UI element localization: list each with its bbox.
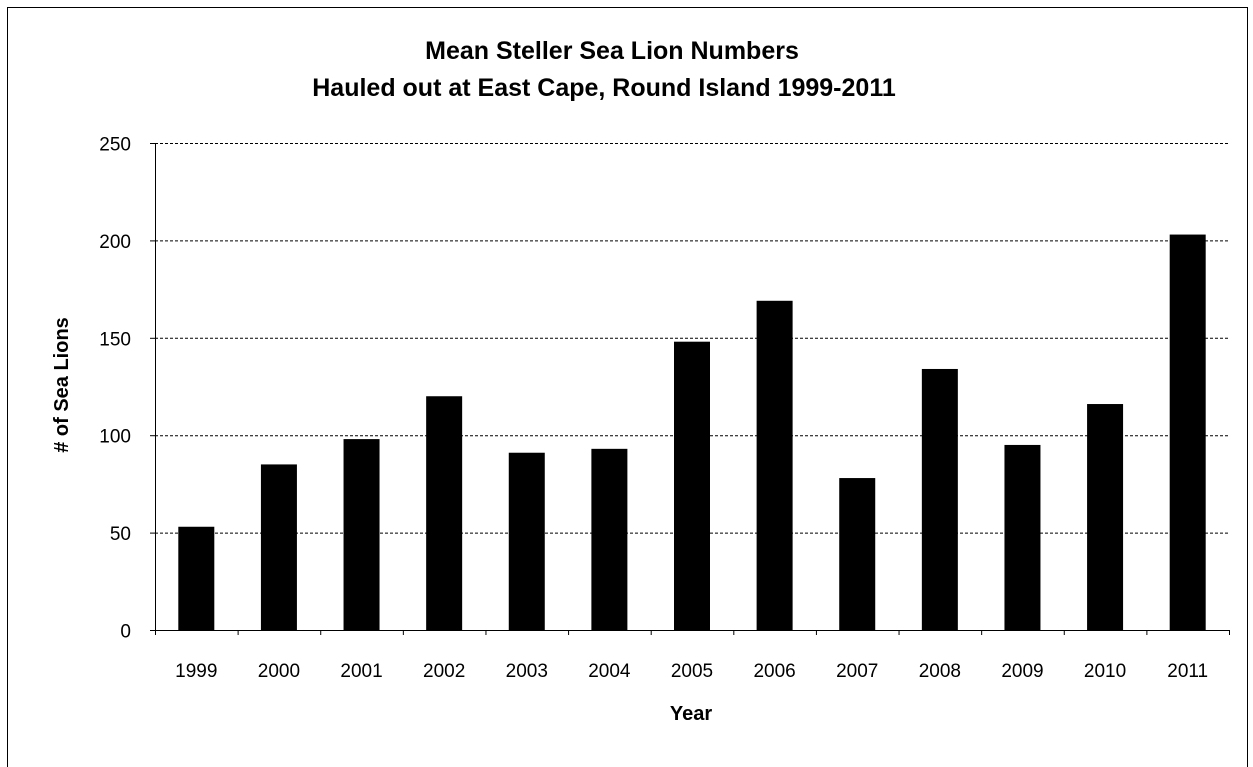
bar-2004 [591,448,628,630]
x-tick-label: 2001 [340,661,382,682]
x-tick-label: 2006 [753,661,795,682]
bar-2000 [260,464,297,630]
x-tick-label: 2002 [423,661,465,682]
y-tick-label: 50 [110,524,131,545]
chart-subtitle: Hauled out at East Cape, Round Island 19… [312,74,896,102]
bar-2001 [343,439,380,630]
y-axis-title: # of Sea Lions [51,317,73,453]
bar-2002 [426,396,463,630]
bar-2009 [1004,444,1041,630]
x-tick-label: 2004 [588,661,631,682]
bar-2006 [756,300,793,630]
chart-title: Mean Steller Sea Lion Numbers [425,37,799,65]
y-tick-label: 0 [120,622,131,643]
bars [178,234,1206,630]
bar-2011 [1169,234,1206,630]
x-axis-title: Year [670,703,712,725]
bar-2010 [1087,404,1124,630]
x-tick-label: 1999 [175,661,217,682]
x-tick-label: 2011 [1167,661,1208,682]
y-tick-label: 100 [99,427,131,448]
x-tick-label: 2003 [506,661,548,682]
axes: 0 50 100 150 200 250 1999 2000 2001 2002 2003 2004 2… [99,135,1230,682]
x-tick-label: 2007 [836,661,878,682]
bar-1999 [178,526,215,630]
y-tick-label: 150 [99,329,131,350]
bar-2003 [508,452,545,630]
bar-2005 [674,341,710,630]
y-tick-label: 250 [99,135,131,156]
x-tick-label: 2010 [1084,661,1126,682]
x-tick-label: 2005 [671,661,713,682]
bar-2008 [921,368,958,630]
x-tick-label: 2000 [258,661,300,682]
x-tick-label: 2008 [919,661,961,682]
bar-2007 [839,478,876,630]
chart-frame [7,7,1248,767]
x-tick-label: 2009 [1001,661,1043,682]
y-tick-label: 200 [99,232,131,253]
